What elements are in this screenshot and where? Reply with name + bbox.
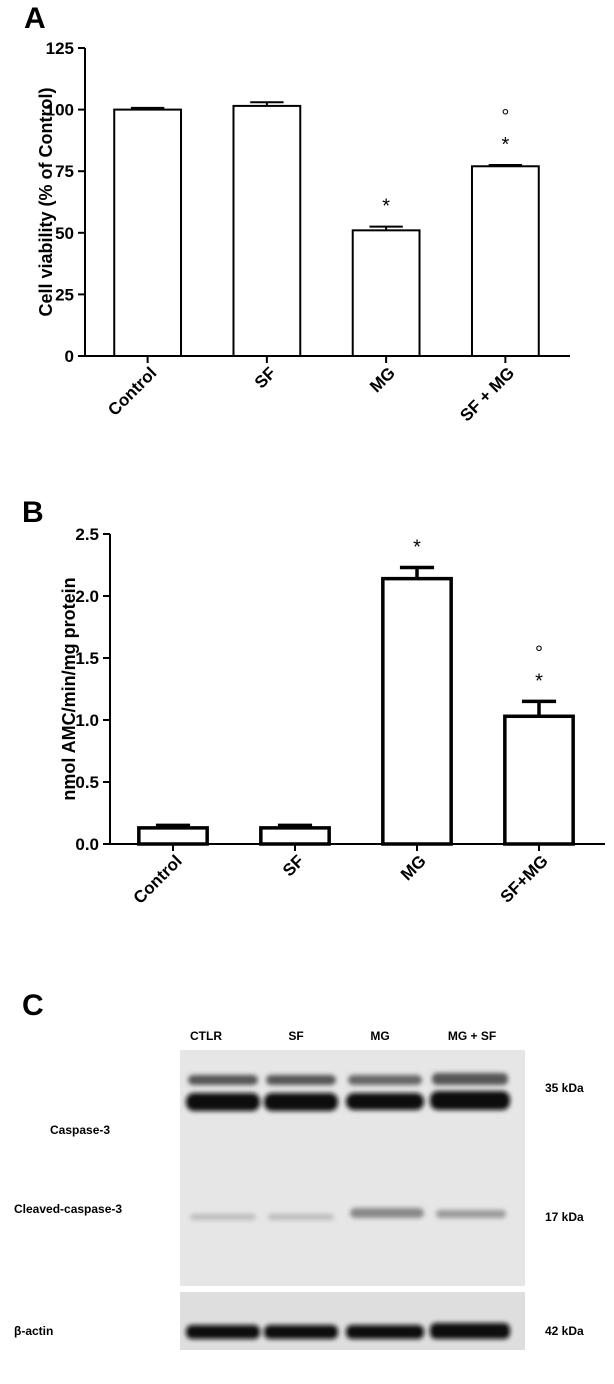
x-tick-label: SF+MG — [497, 851, 552, 906]
error-bar — [521, 699, 557, 717]
y-axis-title: Cell viability (% of Control) — [36, 87, 56, 316]
lane-label: MG — [370, 1029, 389, 1043]
mw-marker: 35 kDa — [545, 1081, 584, 1095]
y-tick-label: 0 — [65, 347, 74, 366]
significance-marker: * — [413, 536, 421, 558]
significance-marker: * — [535, 670, 543, 692]
mw-marker: 42 kDa — [545, 1324, 584, 1338]
row-label: Caspase-3 — [50, 1123, 110, 1137]
significance-marker: * — [501, 134, 509, 156]
bar — [503, 714, 575, 846]
panel-label: A — [24, 2, 46, 35]
bar — [351, 229, 421, 357]
lane-label: SF — [288, 1029, 303, 1043]
y-tick-label: 100 — [46, 101, 74, 120]
significance-marker: * — [382, 196, 390, 218]
y-tick-label: 1.5 — [75, 649, 99, 668]
blot-membrane — [180, 1292, 525, 1350]
y-tick-label: 125 — [46, 39, 74, 58]
bar — [137, 826, 209, 846]
x-tick-label: MG — [366, 363, 399, 396]
y-tick-label: 2.5 — [75, 525, 99, 544]
mw-marker: 17 kDa — [545, 1210, 584, 1224]
x-tick-label: SF + MG — [456, 363, 518, 425]
bar — [113, 108, 183, 357]
lane-label: MG + SF — [448, 1029, 496, 1043]
western-blot: C CTLR SF MG MG + SF Caspase-3 Cleaved-c… — [14, 989, 584, 1350]
y-tick-label: 50 — [55, 224, 74, 243]
x-tick-label: Control — [104, 363, 160, 419]
x-tick-label: MG — [397, 851, 430, 884]
error-bar — [399, 565, 435, 579]
significance-marker: ° — [501, 106, 509, 128]
bar — [232, 104, 302, 357]
x-tick-label: Control — [130, 851, 186, 907]
y-tick-label: 75 — [55, 162, 74, 181]
blot-membrane — [180, 1050, 525, 1286]
y-axis-title: nmol AMC/min/mg protein — [59, 577, 79, 800]
lane-label: CTLR — [190, 1029, 222, 1043]
y-tick-label: 0.0 — [75, 835, 99, 854]
panel-label: B — [22, 496, 44, 529]
x-tick-label: SF — [251, 363, 280, 392]
y-tick-label: 2.0 — [75, 587, 99, 606]
bar — [259, 826, 331, 846]
y-tick-label: 0.5 — [75, 773, 99, 792]
y-tick-label: 25 — [55, 285, 74, 304]
y-tick-label: 1.0 — [75, 711, 99, 730]
bands — [186, 1073, 510, 1339]
x-tick-label: SF — [279, 851, 308, 880]
significance-marker: ° — [535, 642, 543, 664]
row-label: β-actin — [14, 1324, 53, 1338]
bar — [470, 165, 540, 357]
row-label: Cleaved-caspase-3 — [14, 1202, 122, 1216]
panel-label: C — [22, 989, 44, 1022]
bar — [381, 576, 453, 846]
